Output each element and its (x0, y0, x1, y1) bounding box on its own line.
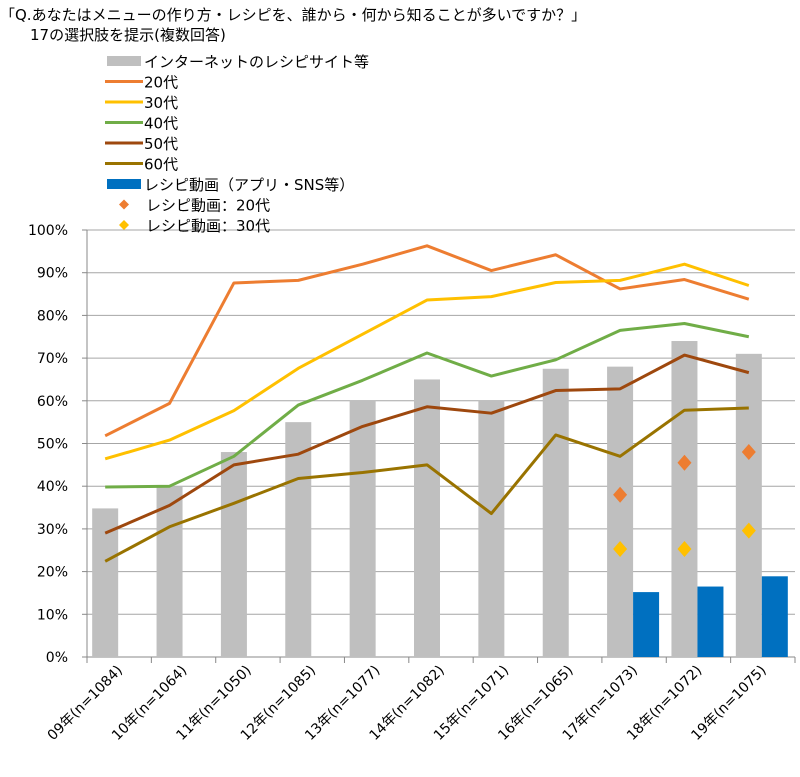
legend-label: 30代 (144, 94, 178, 112)
y-tick-label: 30% (37, 522, 68, 538)
marker-レシピ動画：30代 (741, 522, 756, 539)
bar-internet-17年(n=1073) (607, 366, 634, 657)
bar-internet-14年(n=1082) (414, 379, 440, 657)
y-tick-label: 0% (46, 650, 68, 666)
y-tick-label: 70% (37, 351, 68, 367)
marker-レシピ動画：20代 (741, 444, 756, 461)
y-tick-label: 10% (37, 607, 68, 623)
legend-label: レシピ動画：20代 (146, 197, 270, 215)
legend-label: レシピ動画：30代 (146, 217, 270, 235)
marker-レシピ動画：30代 (613, 540, 628, 557)
legend-swatch (107, 56, 141, 66)
bar-internet-16年(n=1065) (542, 368, 569, 657)
chart-title: 「Q.あなたはメニューの作り方・レシピを、誰から・何から知ることが多いですか？」 (0, 6, 587, 24)
chart-subtitle: 17の選択肢を提示(複数回答) (30, 26, 226, 44)
y-tick-label: 60% (37, 394, 68, 410)
line-30代 (104, 262, 750, 461)
legend-label: 20代 (144, 74, 178, 92)
legend-label: 50代 (144, 135, 178, 153)
y-tick-label: 40% (37, 479, 68, 495)
y-tick-label: 90% (37, 266, 68, 282)
legend-swatch (107, 179, 141, 189)
legend-swatch (119, 199, 129, 210)
y-tick-label: 100% (28, 223, 68, 239)
bar-internet-19年(n=1075) (735, 353, 762, 657)
bar-internet-15年(n=1071) (478, 400, 505, 657)
bar-internet-13年(n=1077) (349, 400, 376, 657)
y-tick-label: 20% (37, 565, 68, 581)
marker-レシピ動画：30代 (677, 540, 692, 557)
bar-video-19年(n=1075) (761, 576, 788, 657)
bar-video-18年(n=1072) (697, 586, 724, 657)
bar-video-17年(n=1073) (633, 592, 660, 657)
bar-internet-12年(n=1085) (285, 422, 312, 657)
line-20代 (104, 244, 750, 438)
bar-internet-10年(n=1064) (156, 486, 183, 657)
legend-label: 40代 (144, 115, 178, 133)
legend-swatch (119, 220, 129, 230)
y-tick-label: 80% (37, 308, 68, 324)
line-40代 (105, 322, 750, 489)
line-60代 (104, 406, 749, 563)
legend-label: インターネットのレシピサイト等 (144, 53, 369, 71)
y-tick-label: 50% (37, 437, 68, 453)
marker-レシピ動画：20代 (677, 454, 692, 471)
line-50代 (104, 353, 750, 535)
legend-label: レシピ動画（アプリ・SNS等） (144, 176, 354, 194)
bar-internet-11年(n=1050) (220, 452, 247, 657)
bar-internet-18年(n=1072) (671, 341, 698, 657)
legend-label: 60代 (144, 156, 178, 174)
marker-レシピ動画：20代 (613, 486, 628, 503)
